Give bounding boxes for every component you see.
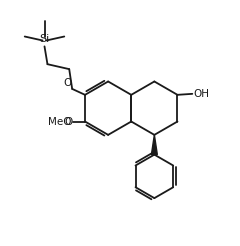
Text: O: O bbox=[64, 117, 72, 126]
Text: MeO: MeO bbox=[48, 117, 71, 126]
Text: Si: Si bbox=[39, 34, 50, 45]
Polygon shape bbox=[151, 135, 157, 155]
Text: OH: OH bbox=[193, 89, 209, 99]
Text: O: O bbox=[63, 78, 71, 88]
